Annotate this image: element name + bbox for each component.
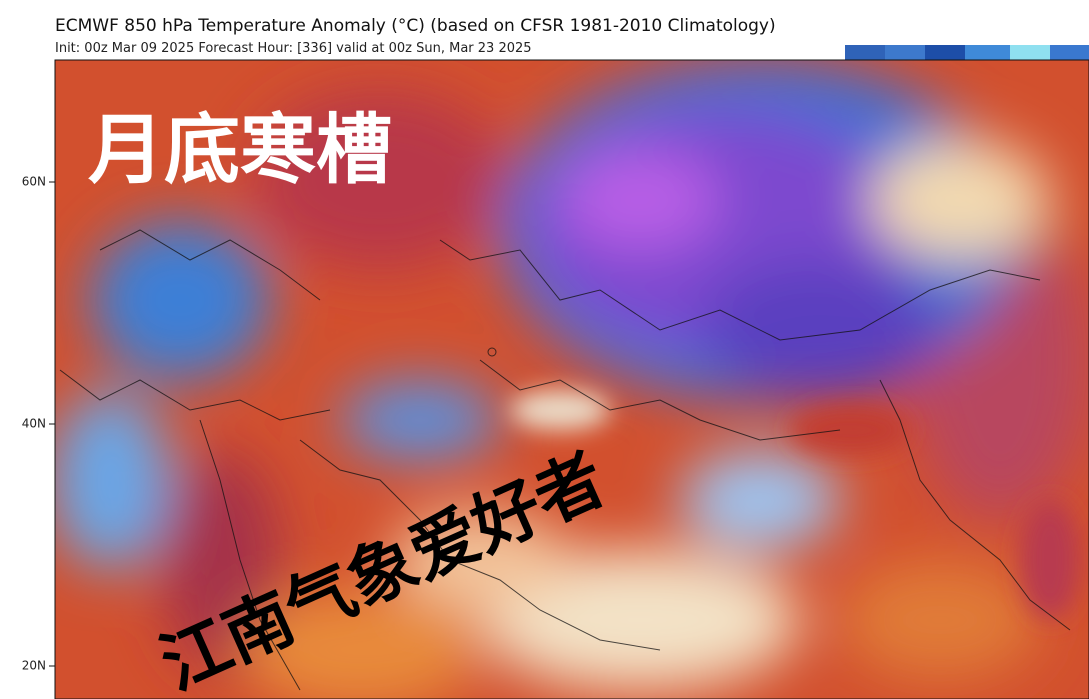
lat-label: 40N (22, 417, 46, 431)
lat-axis: 60N 40N 20N (22, 175, 55, 673)
anomaly-map (55, 60, 1089, 699)
map-subtitle: Init: 00z Mar 09 2025 Forecast Hour: [33… (55, 41, 532, 56)
headline: 月底寒槽 (88, 105, 392, 194)
lat-label: 60N (22, 175, 46, 189)
map-title: ECMWF 850 hPa Temperature Anomaly (°C) (… (55, 16, 776, 36)
map-frame (54, 59, 1089, 699)
lat-label: 20N (22, 659, 46, 673)
